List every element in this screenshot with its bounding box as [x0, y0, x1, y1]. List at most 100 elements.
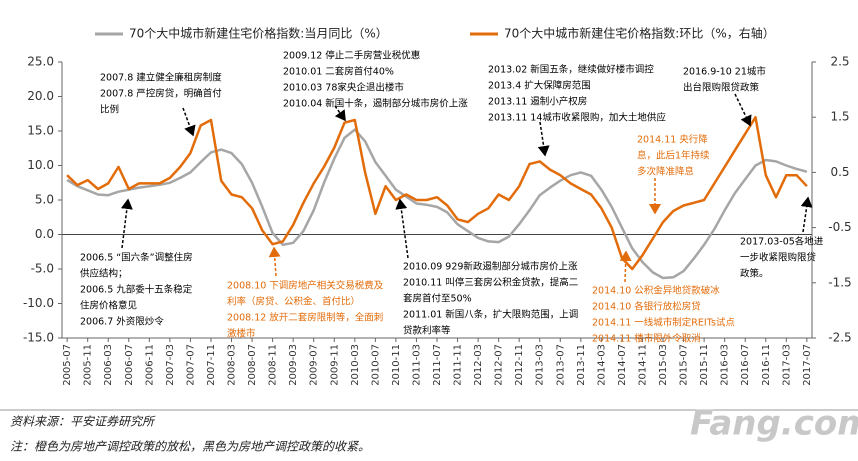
x-tick-label: 2012-03 — [473, 344, 484, 386]
annotation-arrow — [395, 198, 409, 259]
y-tick-label: 0.0 — [35, 227, 54, 241]
annotation-text: 2008.10 下调房地产相关交易税费及 — [227, 280, 384, 292]
annotation-text: 2014.10 公积金异地贷款破冰 — [592, 285, 720, 297]
annotation-text: 2006.5 九部委十五条稳定 — [80, 284, 193, 296]
annotation-text: 2014.11 楼市限外令取消 — [592, 333, 701, 345]
x-tick-label: 2015-11 — [699, 344, 710, 386]
x-tick-label: 2007-03 — [165, 344, 176, 386]
series-line — [66, 128, 808, 280]
annotation-text: 一步收紧限购限贷 — [740, 252, 816, 264]
annotation-arrow — [334, 105, 346, 122]
annotation-text: 2013.4 扩大保障房范围 — [488, 80, 591, 92]
x-tick-label: 2008-11 — [268, 344, 279, 386]
x-tick-label: 2010-11 — [391, 344, 402, 386]
y2-tick-label: 0.5 — [830, 165, 849, 179]
annotation-text: 住房价格意见 — [80, 300, 137, 312]
annotation-text: 2008.12 放开二套房限制等，全面刺 — [227, 312, 383, 324]
annotation-text: 2013.02 新国五条，继续做好楼市调控 — [488, 64, 654, 76]
x-tick-label: 2017-07 — [802, 344, 813, 386]
y-tick-label: 25.0 — [27, 55, 54, 69]
x-tick-label: 2010-03 — [350, 344, 361, 386]
annotation-text: 供应结构； — [80, 268, 128, 280]
annotation-arrow — [734, 93, 752, 127]
x-tick-label: 2005-07 — [62, 344, 73, 386]
y2-tick-label: 1.5 — [830, 110, 849, 124]
annotation-text: 2010.01 二套房首付40% — [283, 66, 394, 78]
legend-label: 70个大中城市新建住宅价格指数:环比（%，右轴） — [504, 26, 775, 41]
x-tick-label: 2006-07 — [124, 344, 135, 386]
y-tick-label: 15.0 — [27, 124, 54, 138]
y-tick-label: 5.0 — [35, 193, 54, 207]
annotation-text: 2011.01 新国八条，扩大限购范围，上调 — [403, 309, 578, 321]
series-line — [66, 115, 808, 271]
annotation-text: 2013.11 14城市收紧限购，加大土地供应 — [488, 112, 666, 124]
annotation-text: 2007.8 严控房贷，明确首付 — [100, 88, 222, 100]
x-tick-label: 2015-03 — [658, 344, 669, 386]
annotation-arrow — [182, 107, 196, 137]
x-tick-label: 2007-07 — [185, 344, 196, 386]
annotation-text: 2009.12 停止二手房营业税优惠 — [283, 50, 420, 62]
x-tick-label: 2009-07 — [309, 344, 320, 386]
annotation-text: 政策。 — [740, 268, 769, 280]
x-tick-label: 2010-07 — [370, 344, 381, 386]
annotation-text: 2006.5 “国六条”调整住房 — [80, 252, 193, 264]
annotation-text: 2014.11 一线城市制定REITs试点 — [592, 317, 735, 329]
y-tick-label: 10.0 — [27, 158, 54, 172]
y2-tick-label: 2.5 — [830, 55, 849, 69]
x-tick-label: 2007-11 — [206, 344, 217, 386]
x-tick-label: 2008-07 — [247, 344, 258, 386]
x-tick-label: 2015-07 — [679, 344, 690, 386]
x-tick-label: 2014-03 — [596, 344, 607, 386]
annotation-text: 2007.8 建立健全廉租房制度 — [100, 72, 222, 84]
annotation-text: 息，此后1年持续 — [637, 150, 710, 162]
annotation-text: 2006.7 外资限炒令 — [80, 316, 164, 328]
annotation-arrow — [120, 198, 133, 249]
x-tick-label: 2016-03 — [720, 344, 731, 386]
annotation-text: 套房首付至50% — [403, 293, 472, 305]
x-tick-label: 2014-07 — [617, 344, 628, 386]
x-tick-label: 2009-11 — [329, 344, 340, 386]
x-tick-label: 2011-11 — [453, 344, 464, 386]
x-tick-label: 2006-03 — [103, 344, 114, 386]
x-tick-label: 2013-07 — [555, 344, 566, 386]
annotation-text: 比例 — [100, 104, 119, 116]
annotation-arrow — [268, 246, 281, 277]
x-tick-label: 2005-11 — [83, 344, 94, 386]
x-tick-label: 2006-11 — [144, 344, 155, 386]
annotation-arrow — [537, 121, 550, 157]
x-tick-label: 2016-11 — [761, 344, 772, 386]
x-tick-label: 2016-07 — [740, 344, 751, 386]
watermark: Fang.com — [690, 404, 858, 444]
annotation-text: 利率（房贷、公积金、首付比） — [227, 296, 360, 308]
annotation-text: 2010.04 新国十条，遏制部分城市房价上涨 — [283, 98, 468, 110]
annotation-text: 2014.11 央行降 — [637, 134, 708, 146]
y-tick-label: 20.0 — [27, 89, 54, 103]
legend-label: 70个大中城市新建住宅价格指数:当月同比（%） — [129, 26, 388, 41]
x-tick-label: 2011-07 — [432, 344, 443, 386]
annotation-text: 2010.03 78家央企退出楼市 — [283, 82, 404, 94]
source-note: 资料来源：平安证券研究所 — [10, 415, 156, 429]
annotation-arrow — [800, 196, 813, 233]
x-tick-label: 2009-03 — [288, 344, 299, 386]
y-tick-label: -5.0 — [31, 262, 54, 276]
x-tick-label: 2013-03 — [535, 344, 546, 386]
annotation-arrow — [619, 250, 632, 283]
annotation-text: 激楼市 — [227, 328, 256, 340]
y2-tick-label: -0.5 — [828, 220, 851, 234]
annotation-text: 多次降准降息 — [637, 166, 694, 178]
y2-tick-label: -2.5 — [828, 331, 851, 345]
annotation-text: 2010.09 929新政遏制部分城市房价上涨 — [403, 261, 578, 273]
x-tick-label: 2012-11 — [514, 344, 525, 386]
x-tick-label: 2012-07 — [494, 344, 505, 386]
annotation-text: 出台限购限贷政策 — [683, 82, 760, 94]
x-tick-label: 2011-03 — [411, 344, 422, 386]
y-tick-label: -15.0 — [23, 331, 54, 345]
annotation-text: 2017.03-05各地进 — [740, 236, 824, 248]
x-tick-label: 2014-11 — [637, 344, 648, 386]
x-tick-label: 2008-03 — [227, 344, 238, 386]
x-tick-label: 2013-11 — [576, 344, 587, 386]
annotation-text: 2016.9-10 21城市 — [683, 66, 766, 78]
annotation-text: 2013.11 遏制小产权房 — [488, 96, 587, 108]
footnote: 注：橙色为房地产调控政策的放松，黑色为房地产调控政策的收紧。 — [10, 440, 370, 454]
